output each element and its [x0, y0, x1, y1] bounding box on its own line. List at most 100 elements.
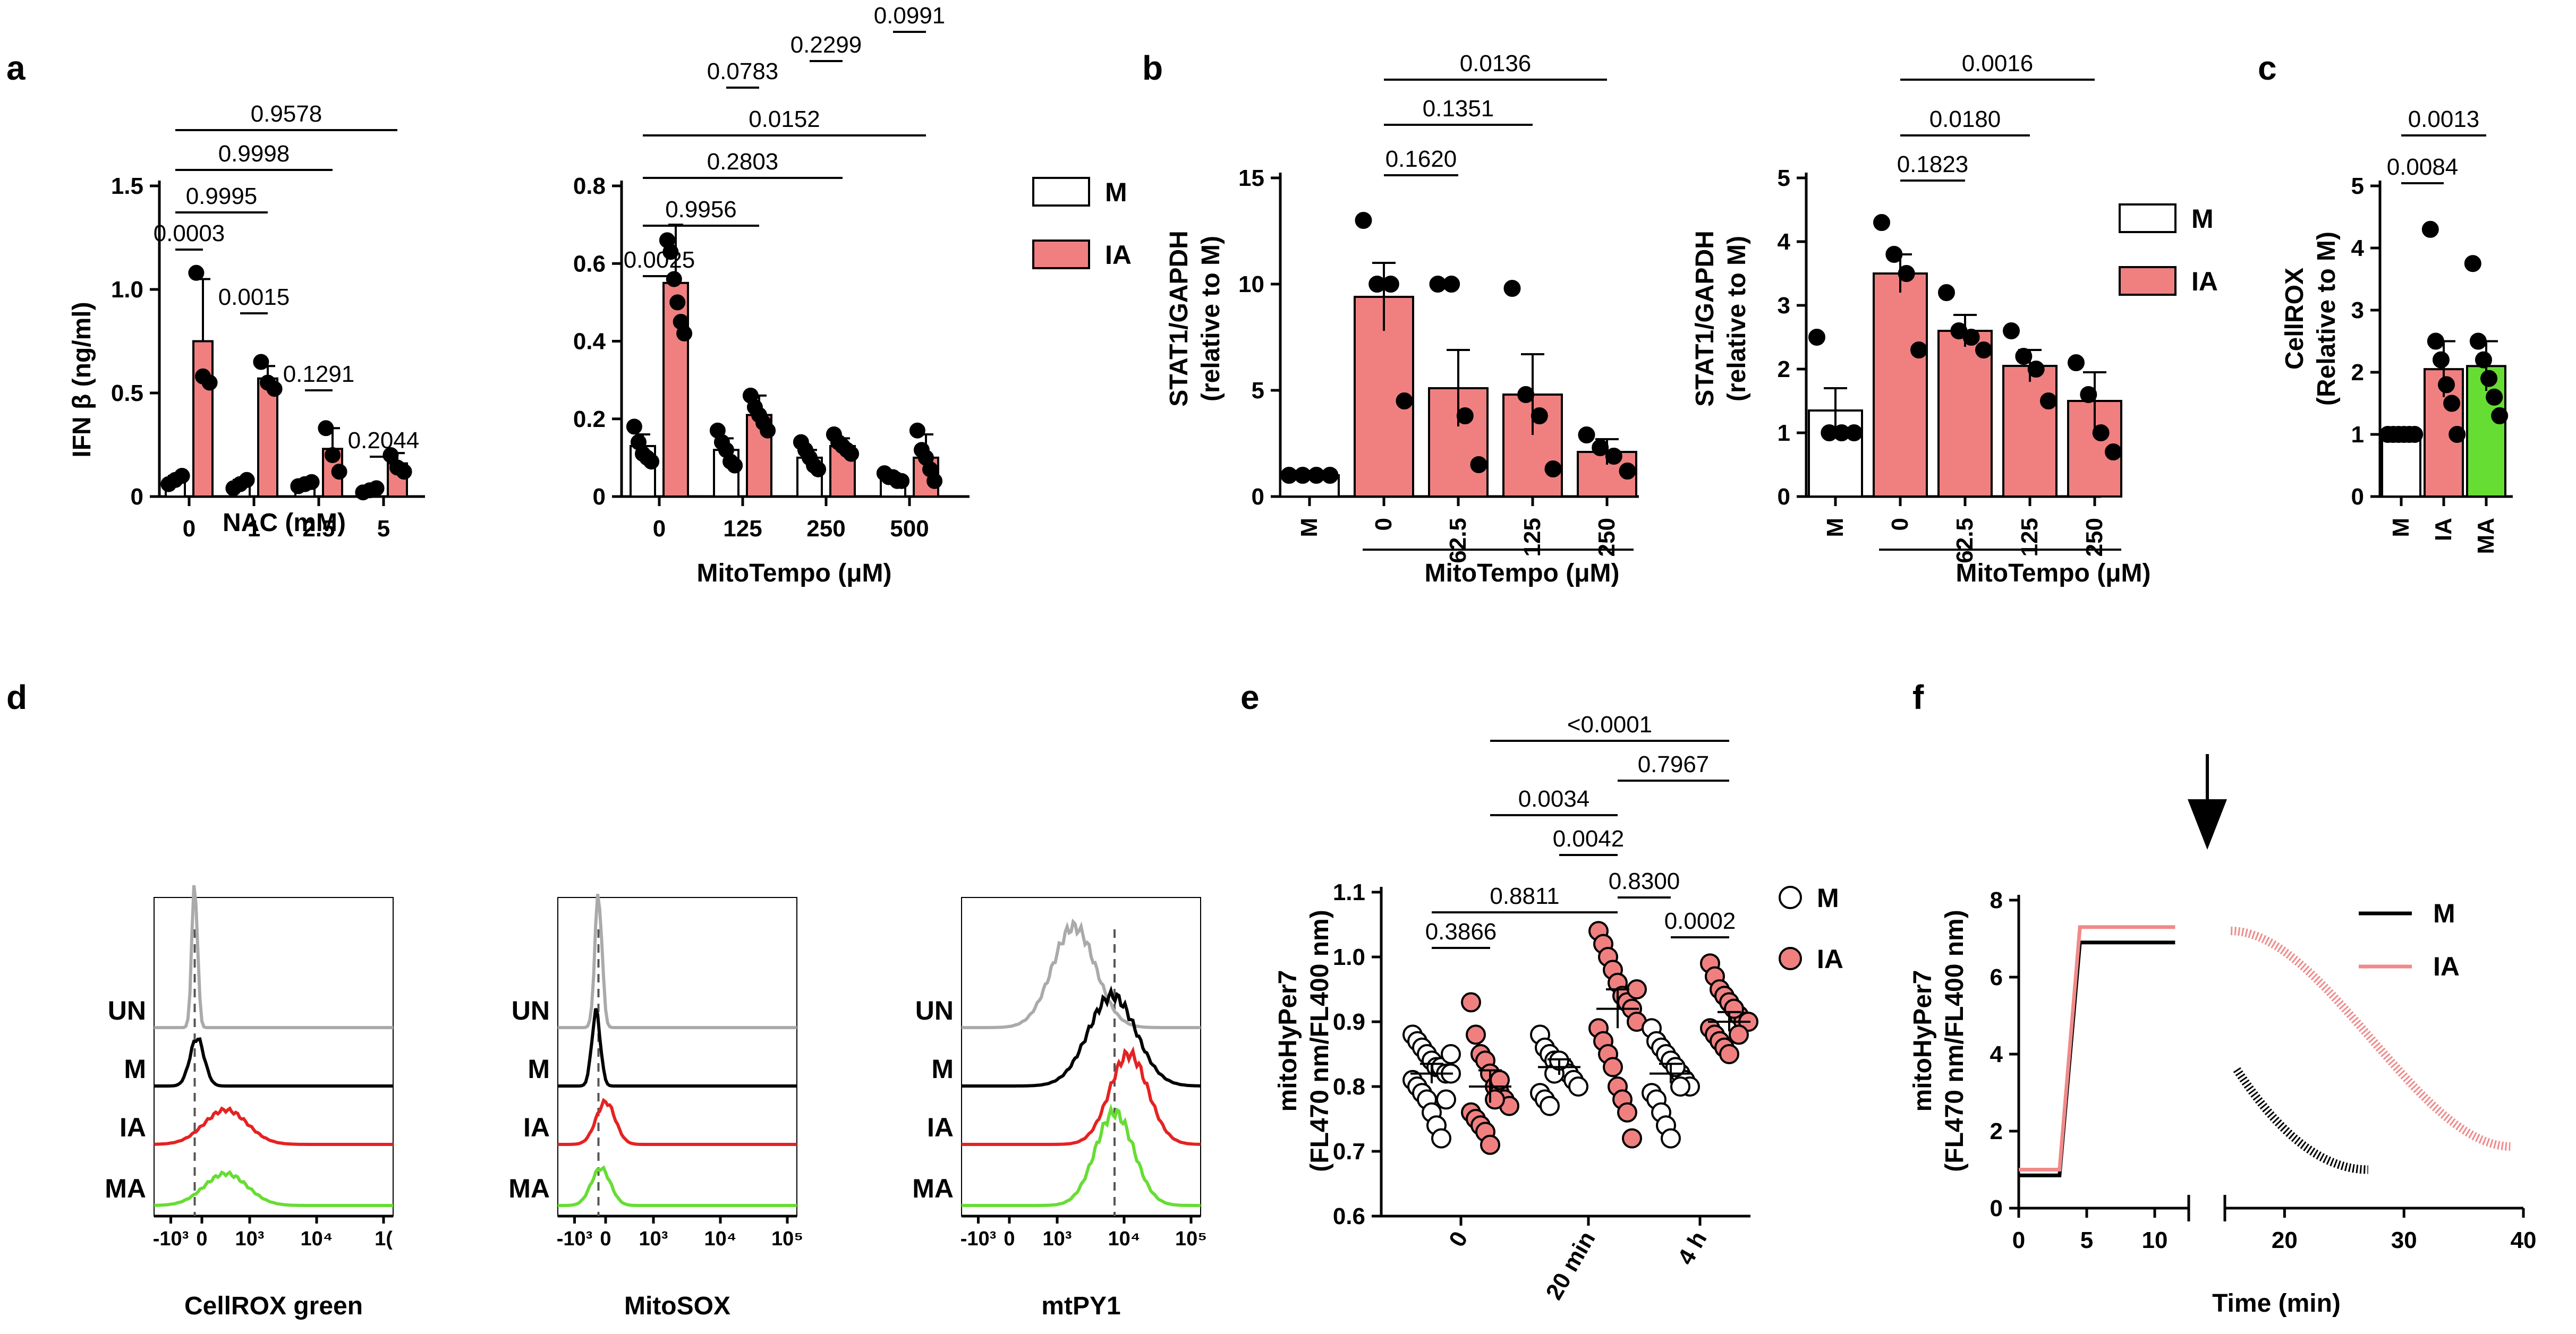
- a_mito-point: [843, 446, 860, 462]
- d-mitosox-row-label: M: [528, 1054, 550, 1084]
- b1-ytick-label: 10: [1238, 271, 1264, 297]
- b1-point: [1396, 392, 1413, 409]
- b1-point: [1321, 467, 1339, 484]
- a_nac-comparison-label: 0.2044: [348, 427, 420, 454]
- b2-comparison-label: 0.0016: [1962, 50, 2034, 76]
- d-mtpy1-tick-label: 10⁵: [1175, 1228, 1207, 1250]
- c-point: [2449, 426, 2466, 443]
- b2-point: [1910, 341, 1927, 358]
- b-legend-swatch-ia: [2119, 266, 2177, 296]
- b2-point: [1808, 329, 1825, 346]
- e-point-IA: [1485, 1089, 1505, 1110]
- b2-xtick-label: M: [1822, 518, 1848, 537]
- e-comparison-label: 0.8300: [1609, 868, 1680, 894]
- b1-ytick-label: 0: [1252, 484, 1264, 510]
- b-legend-label-m: M: [2191, 204, 2214, 234]
- b2-point: [2027, 361, 2045, 378]
- d-mtpy1-xlabel: mtPY1: [1041, 1292, 1120, 1320]
- b2-point: [1962, 329, 1980, 346]
- b1-xtick-label: 62.5: [1445, 518, 1471, 563]
- e-legend-label-ia: IA: [1817, 944, 1843, 974]
- b1-point: [1605, 448, 1622, 465]
- c-comparison-label: 0.0013: [2408, 106, 2480, 132]
- a_nac-point: [325, 447, 341, 463]
- e-ytick-label: 0.6: [1333, 1203, 1365, 1229]
- a_nac-point: [201, 374, 218, 391]
- b2-point: [2080, 386, 2097, 403]
- b1-point: [1503, 280, 1521, 297]
- b2-point: [1898, 265, 1915, 282]
- d-mitosox-row-label: MA: [508, 1174, 550, 1203]
- a_mito-point: [662, 244, 679, 260]
- d-mtpy1-tick-label: 10⁴: [1108, 1228, 1140, 1250]
- e-point-M: [1540, 1096, 1560, 1116]
- a_mito-ytick-label: 0.2: [573, 406, 606, 432]
- d-cellrox-row-label: IA: [120, 1113, 146, 1142]
- a_mito-ytick-label: 0.8: [573, 173, 606, 199]
- e-point-IA: [1724, 998, 1744, 1019]
- b2-bar-62.5: [1937, 330, 1993, 498]
- b-legend-label-ia: IA: [2191, 267, 2218, 296]
- a_mito-point: [666, 271, 682, 287]
- d-cellrox-xlabel: CellROX green: [184, 1292, 363, 1320]
- e-point-M: [1661, 1128, 1681, 1149]
- a_nac-ytick-label: 0.5: [111, 380, 143, 406]
- b2-point: [1873, 214, 1890, 231]
- d-mitosox-tick-label: 10⁴: [704, 1228, 736, 1250]
- c-point: [2480, 370, 2498, 387]
- b1-xtick-label: 0: [1371, 518, 1397, 531]
- d-cellrox-hist-IA: [154, 1106, 393, 1146]
- e-point-IA: [1627, 979, 1647, 999]
- b1-point: [1456, 407, 1474, 424]
- a-ylabel: IFN β (ng/ml): [68, 302, 96, 457]
- f-xtick-label: 30: [2391, 1227, 2417, 1253]
- b-legend-swatch-m: [2119, 203, 2177, 233]
- b2-ytick-label: 2: [1778, 356, 1790, 382]
- b1-point: [1578, 426, 1595, 443]
- b2-xtick-label: 250: [2081, 518, 2107, 557]
- d-cellrox-tick-label: -10³: [153, 1228, 189, 1250]
- a_nac-comparison-label: 0.9995: [186, 183, 258, 209]
- a_mito-point: [727, 457, 743, 474]
- e-ytick-label: 0.8: [1333, 1074, 1365, 1100]
- a_nac-xtick-label: 5: [377, 516, 390, 542]
- d-mtpy1-row-label: M: [931, 1054, 954, 1084]
- b2-point: [2003, 322, 2020, 339]
- c-ylabel-line1: CellROX: [2281, 268, 2309, 370]
- a-legend-label-ia: IA: [1105, 240, 1132, 270]
- b2-ytick-label: 5: [1778, 165, 1790, 191]
- d-cellrox-tick-label: 0: [196, 1228, 207, 1250]
- e-comparison-label: <0.0001: [1567, 712, 1652, 738]
- f-arrow-head: [2188, 799, 2227, 850]
- e-point-IA: [1466, 1024, 1486, 1045]
- e-comparison-label: 0.7967: [1638, 751, 1710, 777]
- e-ylabel-line2: (FL470 nm/FL400 nm): [1306, 910, 1334, 1171]
- a_nac-ytick-label: 1.5: [111, 173, 143, 199]
- d-mtpy1-tick-label: 0: [1004, 1228, 1015, 1250]
- a_mito-point: [760, 422, 776, 439]
- e-comparison-label: 0.3866: [1425, 919, 1497, 945]
- b2-point: [2068, 354, 2085, 371]
- panel-letter-f: f: [1912, 678, 1924, 716]
- f-trace-post-M: [2233, 1067, 2368, 1174]
- a_mito-comparison-label: 0.9956: [665, 196, 737, 223]
- c-point: [2486, 388, 2503, 406]
- d-mitosox-tick-label: 10⁵: [771, 1228, 803, 1250]
- c-point: [2406, 426, 2424, 443]
- d-mitosox-hist-M: [558, 1008, 797, 1088]
- b2-ytick-label: 3: [1778, 293, 1790, 319]
- a_nac-point: [266, 381, 283, 397]
- a_mito-xtick-label: 250: [806, 516, 845, 542]
- a-xlabel-mitotempo: MitoTempo (μM): [696, 559, 891, 587]
- b1-ytick-label: 5: [1252, 378, 1264, 404]
- d-mitosox-xlabel: MitoSOX: [624, 1292, 730, 1320]
- f-xlabel: Time (min): [2212, 1289, 2341, 1318]
- d-mtpy1-hist-MA: [962, 1103, 1201, 1207]
- e-legend-marker-m: [1779, 886, 1802, 909]
- b1-point: [1517, 386, 1535, 403]
- f-ytick-label: 0: [1990, 1195, 2003, 1221]
- e-ytick-label: 1.0: [1333, 944, 1365, 970]
- b1-xtick-label: M: [1296, 518, 1322, 537]
- a_mito-comparison-label: 0.2803: [707, 149, 779, 175]
